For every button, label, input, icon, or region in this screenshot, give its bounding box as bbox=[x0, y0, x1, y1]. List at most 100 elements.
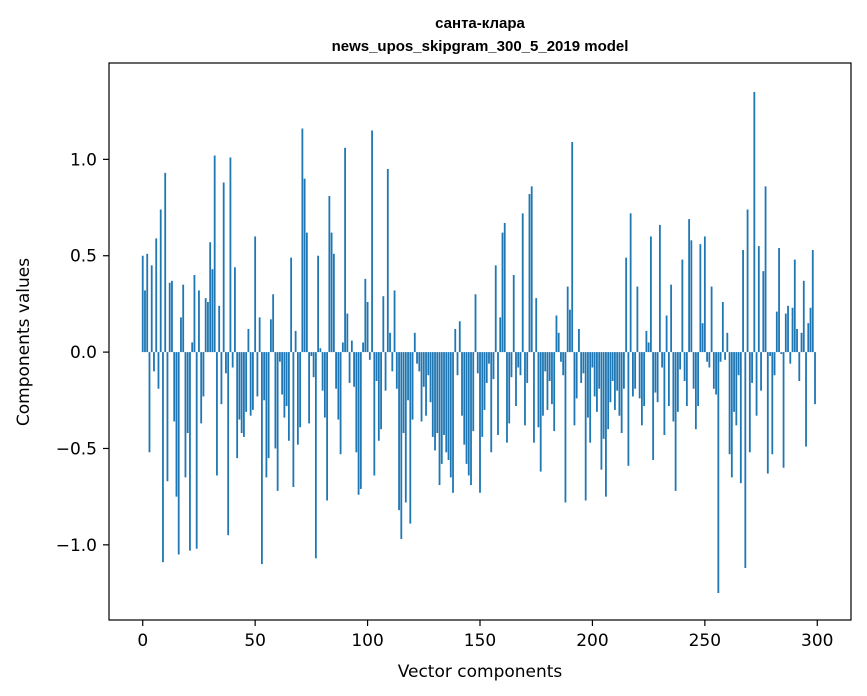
bar bbox=[200, 352, 203, 424]
plot-frame bbox=[108, 62, 852, 621]
bar bbox=[512, 275, 515, 353]
y-axis-label: Components values bbox=[14, 258, 34, 426]
bar bbox=[517, 352, 520, 368]
bar bbox=[501, 232, 504, 353]
bar bbox=[564, 352, 567, 503]
chart-subtitle: news_upos_skipgram_300_5_2019 model bbox=[332, 38, 629, 55]
bar bbox=[355, 352, 358, 453]
bar bbox=[157, 352, 160, 389]
bar bbox=[701, 323, 704, 353]
bar bbox=[665, 315, 668, 353]
bar bbox=[281, 352, 284, 395]
bar bbox=[350, 340, 353, 353]
bar bbox=[404, 352, 407, 503]
bar bbox=[150, 265, 153, 353]
bar bbox=[636, 286, 639, 353]
x-tick-label: 300 bbox=[801, 631, 833, 651]
bar bbox=[159, 209, 162, 353]
bar bbox=[193, 275, 196, 353]
bar bbox=[362, 342, 364, 353]
bar bbox=[213, 155, 216, 353]
bar bbox=[312, 352, 315, 378]
bar bbox=[321, 352, 324, 391]
bar bbox=[614, 352, 616, 410]
bar bbox=[416, 352, 418, 364]
bar bbox=[195, 352, 198, 549]
bar bbox=[474, 294, 477, 353]
bar bbox=[420, 352, 423, 422]
bar bbox=[535, 298, 538, 353]
bar bbox=[400, 352, 403, 540]
bar bbox=[438, 352, 441, 486]
bar bbox=[240, 352, 243, 434]
bar bbox=[299, 352, 302, 428]
bar bbox=[303, 178, 306, 353]
bar bbox=[164, 172, 167, 353]
bar bbox=[566, 286, 569, 353]
bar bbox=[287, 352, 290, 441]
bar bbox=[814, 352, 816, 405]
bar bbox=[258, 317, 261, 353]
bar bbox=[283, 352, 286, 418]
bar bbox=[314, 352, 317, 559]
bar bbox=[661, 352, 664, 368]
bar bbox=[744, 352, 747, 568]
chart-title: санта-клара bbox=[435, 15, 525, 32]
bar bbox=[762, 271, 765, 353]
bar bbox=[234, 267, 236, 353]
x-tick-label: 150 bbox=[464, 631, 496, 651]
bar bbox=[526, 352, 529, 383]
x-tick-label: 100 bbox=[351, 631, 383, 651]
bar bbox=[375, 352, 378, 382]
bar bbox=[155, 238, 158, 353]
bar bbox=[757, 246, 760, 353]
bar-series bbox=[141, 91, 816, 594]
bar bbox=[715, 352, 717, 395]
bar bbox=[658, 224, 661, 353]
bar bbox=[418, 352, 421, 372]
bar bbox=[782, 352, 785, 468]
bar bbox=[366, 301, 369, 353]
x-tick-label: 250 bbox=[689, 631, 721, 651]
x-tick-label: 0 bbox=[137, 631, 148, 651]
bar bbox=[189, 352, 191, 551]
bar bbox=[249, 352, 252, 416]
bar bbox=[294, 330, 297, 353]
bar bbox=[191, 342, 194, 353]
bar bbox=[544, 352, 547, 372]
bar bbox=[211, 269, 214, 353]
bar bbox=[591, 352, 594, 368]
bar bbox=[339, 352, 342, 455]
bar bbox=[209, 242, 212, 353]
bar bbox=[663, 352, 666, 435]
bar bbox=[712, 352, 715, 389]
bar bbox=[252, 352, 254, 410]
bar bbox=[238, 352, 241, 420]
y-tick-label: 0.0 bbox=[70, 343, 97, 363]
bar bbox=[809, 307, 812, 353]
bar bbox=[515, 352, 517, 407]
bar bbox=[407, 352, 409, 401]
bar bbox=[481, 352, 484, 437]
bar bbox=[202, 352, 205, 397]
bar bbox=[162, 352, 164, 563]
bar bbox=[578, 328, 580, 353]
bar bbox=[775, 311, 778, 353]
bar bbox=[328, 195, 331, 353]
bar bbox=[398, 352, 400, 511]
bar bbox=[231, 352, 234, 368]
bar bbox=[317, 255, 320, 353]
bar bbox=[760, 352, 762, 391]
bar bbox=[229, 157, 232, 353]
bar bbox=[389, 332, 391, 353]
bar bbox=[458, 321, 461, 353]
bar bbox=[153, 352, 155, 372]
bar bbox=[371, 130, 373, 353]
bar bbox=[607, 352, 610, 430]
bar bbox=[220, 352, 223, 405]
bar bbox=[805, 352, 807, 447]
bar bbox=[692, 352, 695, 389]
bar bbox=[737, 352, 740, 376]
bar bbox=[798, 352, 801, 382]
